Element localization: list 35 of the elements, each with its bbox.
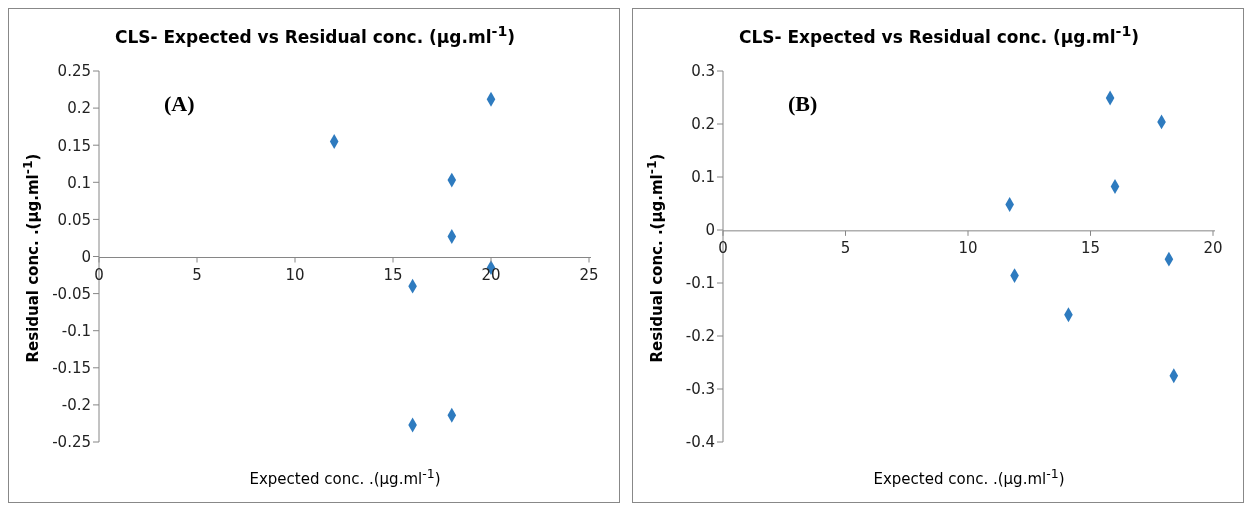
x-axis-title: Expected conc. .(µg.ml$^{-1}$) <box>248 466 442 488</box>
annotation: (B) <box>788 91 818 117</box>
x-axis-title: Expected conc. .(µg.ml$^{-1}$) <box>872 466 1066 488</box>
y-tick-label: -0.05 <box>52 284 91 303</box>
y-tick-label: 0.25 <box>57 62 91 81</box>
x-tick-label: 15 <box>383 265 403 284</box>
y-tick-label: -0.2 <box>61 396 91 415</box>
x-tick-label: 5 <box>840 238 851 257</box>
x-tick-label: 0 <box>94 265 104 284</box>
y-tick-label: -0.15 <box>52 359 91 378</box>
y-tick-label: 0.1 <box>691 168 715 187</box>
x-tick-label: 25 <box>579 265 599 284</box>
y-tick-label: -0.3 <box>685 380 715 399</box>
y-tick-label: -0.2 <box>685 327 715 346</box>
chart-title: CLS- Expected vs Residual conc. (µg.ml$^{-1}$) <box>737 23 1141 47</box>
y-tick-label: 0 <box>705 221 715 240</box>
y-tick-label: -0.25 <box>52 433 91 452</box>
y-tick-label: 0.1 <box>67 173 91 192</box>
x-tick-label: 15 <box>1080 238 1101 257</box>
y-tick-label: -0.4 <box>685 433 715 452</box>
x-tick-label: 5 <box>192 265 202 284</box>
y-tick-label: 0.15 <box>57 136 91 155</box>
x-tick-label: 20 <box>1203 238 1223 257</box>
y-tick-label: -0.1 <box>685 274 715 293</box>
chart-title: CLS- Expected vs Residual conc. (µg.ml$^{-1}$) <box>113 23 517 47</box>
x-tick-label: 10 <box>285 265 305 284</box>
y-tick-label: 0.05 <box>57 210 91 229</box>
x-tick-label: 0 <box>718 238 728 257</box>
y-tick-label: 0.2 <box>67 99 91 118</box>
y-tick-label: 0.3 <box>691 62 715 81</box>
y-tick-label: 0.2 <box>691 115 715 134</box>
annotation: (A) <box>164 91 195 117</box>
y-tick-label: -0.1 <box>61 322 91 341</box>
x-tick-label: 20 <box>481 265 501 284</box>
x-tick-label: 10 <box>958 238 978 257</box>
